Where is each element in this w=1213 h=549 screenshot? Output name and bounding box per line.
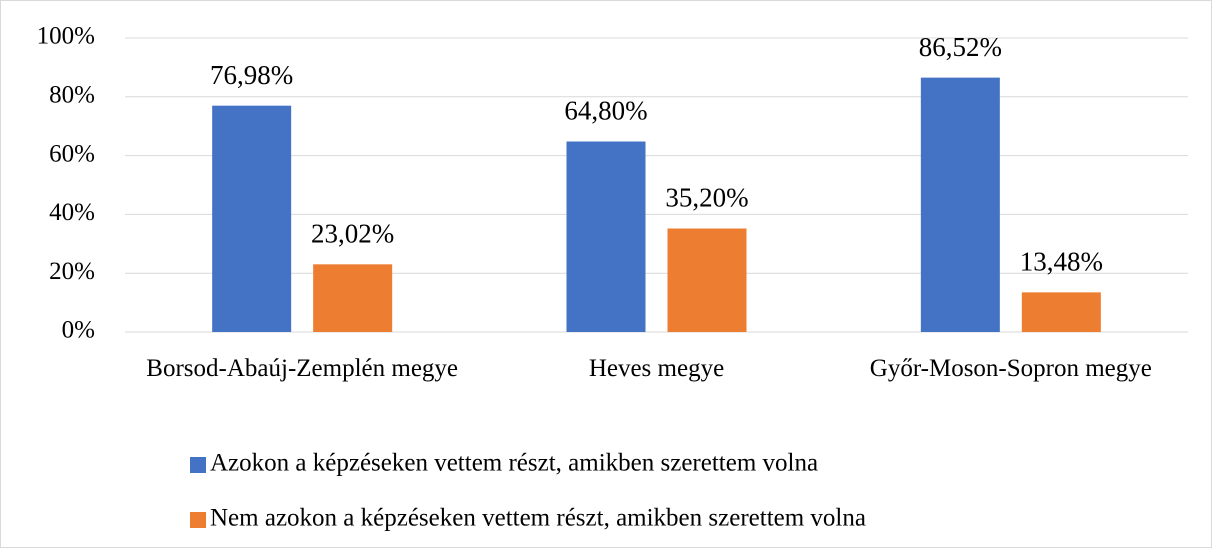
value-label: 35,20% bbox=[665, 183, 748, 213]
value-label: 86,52% bbox=[919, 32, 1002, 62]
value-label: 76,98% bbox=[210, 60, 293, 90]
legend-label: Azokon a képzéseken vettem részt, amikbe… bbox=[210, 450, 818, 477]
bar bbox=[212, 105, 292, 332]
legend-swatch bbox=[190, 457, 206, 473]
bar bbox=[667, 228, 747, 332]
y-tick-label: 40% bbox=[49, 199, 95, 226]
x-tick-label: Győr-Moson-Sopron megye bbox=[869, 355, 1152, 382]
x-tick-label: Borsod-Abaúj-Zemplén megye bbox=[146, 355, 459, 382]
y-tick-label: 0% bbox=[62, 317, 95, 344]
value-label: 23,02% bbox=[311, 219, 394, 249]
bar bbox=[313, 264, 393, 332]
y-tick-label: 100% bbox=[37, 23, 95, 50]
y-tick-label: 60% bbox=[49, 140, 95, 167]
bar bbox=[566, 141, 646, 332]
x-tick-label: Heves megye bbox=[588, 355, 725, 382]
bar bbox=[1021, 292, 1101, 332]
y-tick-label: 20% bbox=[49, 258, 95, 285]
legend-label: Nem azokon a képzéseken vettem részt, am… bbox=[210, 505, 866, 532]
y-tick-label: 80% bbox=[49, 82, 95, 109]
bar bbox=[920, 77, 1000, 333]
value-label: 64,80% bbox=[564, 96, 647, 126]
legend-swatch bbox=[190, 512, 206, 528]
value-label: 13,48% bbox=[1020, 247, 1103, 277]
